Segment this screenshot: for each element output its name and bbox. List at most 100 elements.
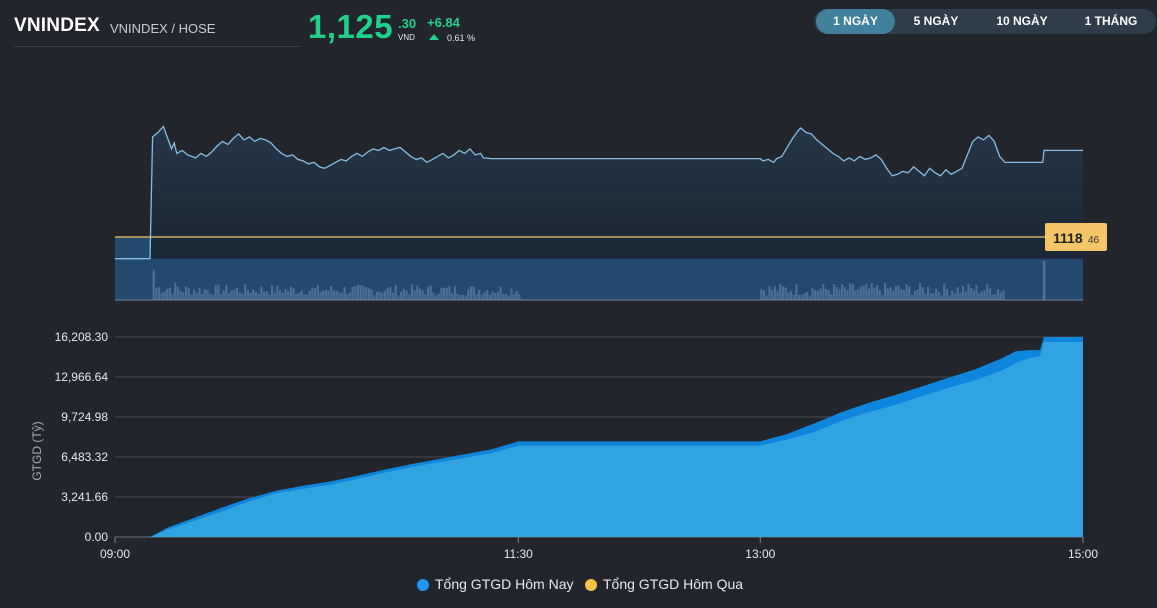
- volume-bar: [155, 288, 158, 300]
- volume-bar: [370, 289, 373, 300]
- volume-bar: [190, 294, 193, 300]
- volume-bar: [268, 294, 271, 300]
- volume-bar: [924, 293, 927, 300]
- volume-bar: [857, 289, 860, 300]
- volume-bar: [203, 289, 206, 300]
- volume-bar: [284, 288, 287, 300]
- volume-bar: [773, 286, 776, 300]
- tab-1-day[interactable]: 1 NGÀY: [816, 9, 895, 34]
- price-decimal: .30: [398, 16, 417, 31]
- tab-10-days[interactable]: 10 NGÀY: [996, 14, 1048, 28]
- volume-bar: [383, 291, 387, 300]
- tab-5-days[interactable]: 5 NGÀY: [913, 14, 959, 28]
- volume-bar: [187, 288, 190, 300]
- volume-bar: [822, 283, 825, 300]
- volume-bar: [900, 289, 903, 300]
- volume-bar: [176, 286, 179, 300]
- reference-price-badge: 1118 46: [1045, 223, 1107, 251]
- volume-bar: [1042, 260, 1046, 300]
- volume-bar: [265, 291, 268, 300]
- volume-bar: [354, 285, 357, 300]
- volume-bar: [913, 291, 916, 300]
- volume-bar: [198, 288, 201, 300]
- volume-bar: [316, 284, 319, 300]
- volume-bar: [335, 290, 338, 300]
- volume-bar: [932, 293, 935, 300]
- volume-bar: [389, 287, 392, 300]
- volume-bar: [763, 290, 766, 300]
- volume-bar: [260, 286, 263, 300]
- volume-bar: [254, 291, 257, 300]
- volume-bar: [964, 291, 967, 300]
- volume-bar: [988, 288, 992, 300]
- volume-bar: [289, 287, 292, 300]
- volume-bar: [846, 289, 849, 300]
- volume-bar: [768, 285, 771, 300]
- volume-bar: [851, 284, 854, 300]
- price-change: +6.84: [427, 15, 460, 30]
- volume-bar: [426, 286, 430, 300]
- volume-bar: [429, 285, 432, 300]
- volume-bar: [319, 291, 322, 300]
- volume-bar: [459, 295, 462, 300]
- volume-bar: [811, 287, 814, 300]
- volume-bar: [281, 292, 284, 300]
- volume-bar: [184, 286, 188, 300]
- volume-bar: [338, 292, 341, 300]
- volume-bar: [472, 286, 475, 300]
- volume-bar: [246, 290, 249, 300]
- volume-bar: [160, 293, 163, 300]
- volume-bar: [297, 293, 300, 300]
- volume-bar: [513, 294, 516, 300]
- volume-bar: [884, 283, 887, 300]
- volume-bar: [491, 291, 494, 300]
- volume-bar: [916, 289, 919, 300]
- volume-bar: [865, 283, 868, 300]
- volume-bar: [830, 294, 833, 300]
- volume-bar: [878, 290, 881, 300]
- volume-bar: [343, 287, 346, 300]
- reference-badge-decimal: 46: [1088, 235, 1100, 246]
- volume-bar: [787, 292, 790, 300]
- volume-bar: [991, 294, 994, 300]
- volume-bar: [832, 284, 836, 300]
- volume-bar: [843, 286, 846, 300]
- x-tick-label: 09:00: [100, 547, 130, 561]
- volume-bar: [303, 294, 306, 300]
- volume-bar: [499, 286, 502, 300]
- volume-bar: [217, 284, 220, 300]
- volume-bar: [276, 285, 279, 300]
- volume-bars: [152, 260, 1046, 300]
- volume-bar: [870, 282, 873, 300]
- volume-bar: [219, 294, 223, 300]
- volume-bar: [894, 286, 897, 300]
- y-tick-label: 3,241.66: [61, 490, 108, 504]
- volume-bar: [437, 293, 440, 300]
- volume-bar: [257, 293, 260, 300]
- volume-bar: [394, 284, 397, 300]
- volume-bar: [819, 288, 822, 300]
- volume-bar: [295, 294, 298, 300]
- volume-bar: [910, 295, 914, 300]
- volume-bar: [367, 288, 370, 300]
- volume-bar: [330, 286, 333, 300]
- price-integer: 1,125: [308, 8, 394, 45]
- volume-bar: [800, 294, 803, 300]
- tab-1-month[interactable]: 1 THÁNG: [1084, 14, 1138, 28]
- volume-bar: [886, 288, 889, 300]
- volume-bar: [494, 293, 497, 300]
- volume-bar: [978, 293, 981, 300]
- legend-dot-yesterday: [585, 579, 597, 591]
- volume-bar: [483, 292, 486, 300]
- volume-bar: [351, 286, 354, 300]
- volume-bar: [841, 283, 844, 300]
- volume-bar: [166, 288, 169, 300]
- volume-bar: [862, 285, 865, 300]
- volume-bar: [445, 288, 448, 300]
- volume-bar: [929, 293, 932, 300]
- volume-bar: [152, 269, 155, 300]
- volume-bar: [970, 288, 973, 300]
- volume-bar: [233, 289, 236, 300]
- volume-bar: [827, 290, 830, 300]
- volume-bar: [771, 289, 774, 300]
